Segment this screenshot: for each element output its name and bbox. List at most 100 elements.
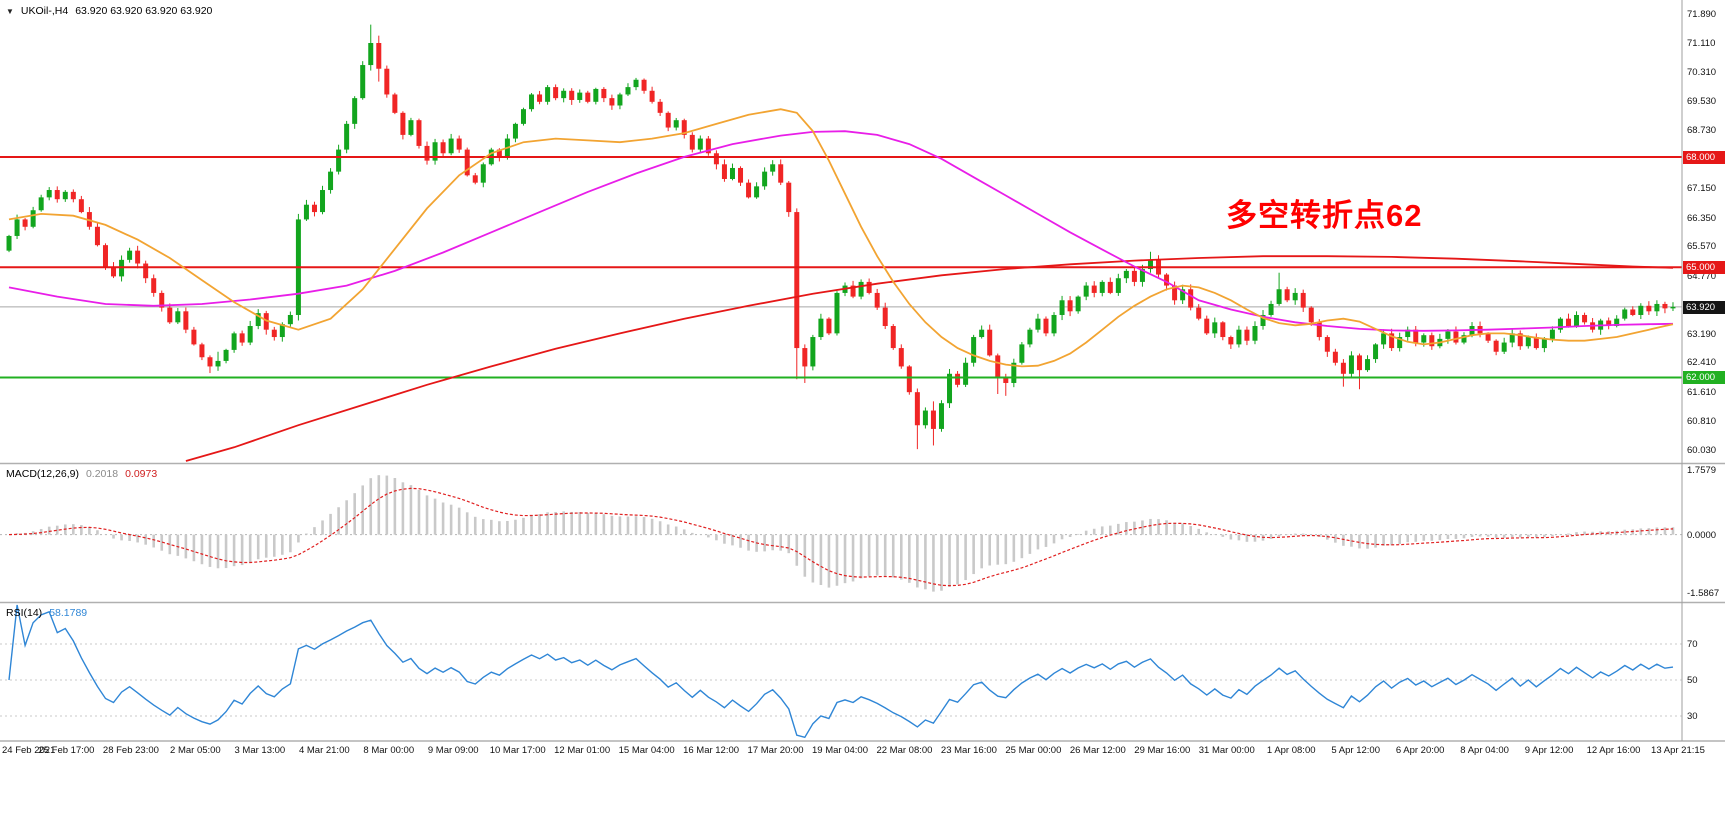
candle-body bbox=[922, 410, 928, 426]
candle-body bbox=[70, 191, 76, 200]
candle-body bbox=[1348, 355, 1354, 374]
candle-body bbox=[1043, 318, 1049, 334]
candle-body bbox=[62, 191, 68, 200]
candle-body bbox=[255, 313, 261, 327]
candle-body bbox=[874, 292, 880, 308]
date-label: 28 Feb 23:00 bbox=[102, 745, 159, 756]
candle-body bbox=[1533, 337, 1539, 349]
candle-body bbox=[729, 167, 735, 179]
candle-body bbox=[1582, 314, 1588, 323]
candle-body bbox=[1123, 270, 1129, 279]
price-tick: 66.350 bbox=[1687, 212, 1717, 224]
candle-body bbox=[352, 98, 358, 124]
candle-body bbox=[1445, 331, 1451, 339]
chart-annotation-text[interactable]: 多空转折点62 bbox=[1226, 198, 1423, 233]
candle-body bbox=[947, 373, 953, 404]
candle-body bbox=[1059, 300, 1065, 315]
candle-body bbox=[480, 164, 486, 183]
level-price-label: 68.000 bbox=[1683, 150, 1725, 164]
candle-body bbox=[794, 212, 800, 349]
candle-body bbox=[1557, 318, 1563, 330]
candle-body bbox=[279, 324, 285, 338]
candle-body bbox=[1340, 362, 1346, 374]
level-price-label: 62.000 bbox=[1683, 371, 1725, 385]
candle-body bbox=[882, 307, 888, 327]
candle-body bbox=[223, 349, 229, 361]
candle-body bbox=[1196, 307, 1202, 319]
macd-main-value: 0.2018 bbox=[85, 468, 119, 480]
price-tick: 62.410 bbox=[1687, 357, 1717, 369]
candle-body bbox=[818, 318, 824, 338]
candle-body bbox=[1099, 281, 1105, 293]
candle-body bbox=[1228, 337, 1234, 345]
chart-menu-arrow-icon[interactable]: ▼ bbox=[6, 6, 14, 16]
date-label: 31 Mar 00:00 bbox=[1198, 745, 1255, 756]
candle-body bbox=[1525, 337, 1531, 347]
candle-body bbox=[336, 149, 342, 172]
candle-body bbox=[38, 197, 44, 211]
candle-body bbox=[657, 101, 663, 113]
candle-body bbox=[1405, 329, 1411, 338]
candle-body bbox=[1252, 326, 1258, 341]
candle-body bbox=[641, 79, 647, 91]
candle-body bbox=[1549, 329, 1555, 339]
date-label: 25 Feb 17:00 bbox=[38, 745, 95, 756]
candle-body bbox=[561, 90, 567, 99]
date-label: 12 Apr 16:00 bbox=[1586, 745, 1641, 756]
rsi-indicator-label[interactable]: RSI(14) 58.1789 bbox=[6, 607, 87, 619]
candle-body bbox=[1051, 314, 1057, 334]
candle-body bbox=[111, 267, 117, 277]
candle-body bbox=[778, 164, 784, 183]
candle-body bbox=[633, 79, 639, 88]
candle-body bbox=[569, 90, 575, 100]
candle-body bbox=[183, 311, 189, 330]
current-price-label: 63.920 bbox=[1683, 300, 1725, 314]
candle-body bbox=[721, 164, 727, 179]
candle-body bbox=[1091, 285, 1097, 293]
rsi-axis[interactable]: 70 50 30 bbox=[1682, 604, 1725, 740]
rsi-line bbox=[8, 604, 1674, 739]
candle-body bbox=[14, 219, 20, 236]
candle-body bbox=[416, 120, 422, 146]
candle-body bbox=[1276, 289, 1282, 304]
candle-body bbox=[151, 278, 157, 293]
candle-body bbox=[231, 333, 237, 350]
candle-body bbox=[955, 373, 961, 385]
candle-body bbox=[78, 199, 84, 213]
candle-body bbox=[1574, 314, 1580, 327]
candle-body bbox=[191, 329, 197, 345]
candle-body bbox=[207, 357, 213, 367]
rsi-tick: 50 bbox=[1687, 675, 1698, 687]
date-axis[interactable]: 24 Feb 2021 25 Feb 17:00 28 Feb 23:00 2 Mar… bbox=[0, 745, 1725, 761]
candle-body bbox=[424, 145, 430, 161]
candle-body bbox=[1172, 285, 1178, 301]
candle-body bbox=[1220, 322, 1226, 338]
candle-body bbox=[1397, 337, 1403, 349]
macd-axis[interactable]: 1.7579 0.0000 -1.5867 bbox=[1682, 465, 1725, 601]
candle-body bbox=[167, 307, 173, 323]
candle-body bbox=[786, 182, 792, 213]
price-axis[interactable]: 71.890 71.110 70.310 69.530 68.730 67.150 66.3… bbox=[1682, 0, 1725, 462]
date-label: 16 Mar 12:00 bbox=[683, 745, 740, 756]
candle-body bbox=[890, 326, 896, 349]
candle-body bbox=[1083, 285, 1089, 297]
rsi-tick: 30 bbox=[1687, 711, 1698, 723]
candle-body bbox=[697, 138, 703, 150]
candle-body bbox=[311, 204, 317, 213]
candle-body bbox=[22, 219, 28, 227]
candle-body bbox=[320, 190, 326, 213]
candle-body bbox=[609, 98, 615, 106]
candle-body bbox=[665, 112, 671, 128]
candle-body bbox=[392, 94, 398, 113]
candle-body bbox=[384, 68, 390, 95]
rsi-name: RSI(14) bbox=[6, 607, 43, 619]
candle-body bbox=[135, 250, 141, 264]
candle-body bbox=[689, 134, 695, 150]
candle-body bbox=[537, 94, 543, 102]
date-label: 10 Mar 17:00 bbox=[489, 745, 546, 756]
candle-body bbox=[585, 92, 591, 102]
date-label: 17 Mar 20:00 bbox=[747, 745, 804, 756]
macd-indicator-label[interactable]: MACD(12,26,9) 0.2018 0.0973 bbox=[6, 468, 157, 480]
